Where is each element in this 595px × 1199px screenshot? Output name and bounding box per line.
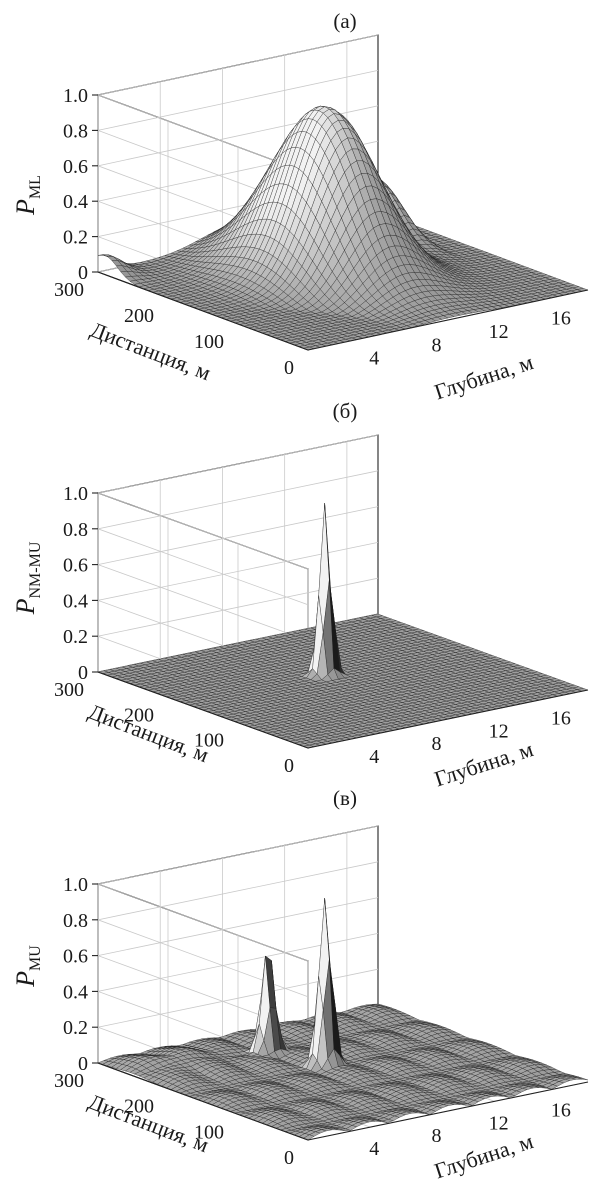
z-tick-label: 1.0 (63, 483, 88, 505)
y-tick-label: 200 (124, 305, 154, 327)
y-tick-label: 300 (54, 679, 84, 701)
panel-c-surface (97, 897, 589, 1141)
x-tick-label: 16 (551, 308, 571, 330)
x-tick-label: 16 (551, 707, 571, 729)
panel-a-x-axis-label: Глубина, м (431, 349, 536, 404)
x-tick-label: 4 (369, 348, 379, 370)
x-tick-label: 4 (369, 746, 379, 768)
z-tick-label: 0.6 (63, 156, 88, 178)
y-tick-label: 0 (284, 357, 294, 379)
z-tick-label: 1.0 (63, 85, 88, 107)
x-tick-label: 8 (431, 733, 441, 755)
panel-a-z-axis-label: PML (11, 175, 44, 216)
z-tick-label: 0.4 (63, 590, 88, 612)
z-tick-label: 0.8 (63, 120, 88, 142)
panel-c-label: (в) (333, 786, 357, 810)
z-tick-label: 0.8 (63, 519, 88, 541)
panel-b-label: (б) (333, 399, 358, 423)
panel-b-x-axis-label: Глубина, м (431, 736, 536, 791)
panel-a-label: (а) (333, 9, 356, 33)
x-tick-label: 12 (489, 720, 509, 742)
panel-a-surface (97, 105, 589, 351)
z-tick-label: 0.6 (63, 555, 88, 577)
z-tick-label: 0.2 (63, 626, 88, 648)
y-tick-label: 100 (194, 331, 224, 353)
z-tick-label: 0.2 (63, 227, 88, 249)
z-tick-label: 0.4 (63, 191, 88, 213)
y-tick-label: 300 (54, 279, 84, 301)
y-tick-label: 0 (284, 755, 294, 777)
x-tick-label: 8 (431, 334, 441, 356)
x-tick-label: 12 (489, 321, 509, 343)
panel-b-z-axis-label: PNM-MU (11, 541, 44, 615)
panel-b-surface (97, 503, 589, 749)
